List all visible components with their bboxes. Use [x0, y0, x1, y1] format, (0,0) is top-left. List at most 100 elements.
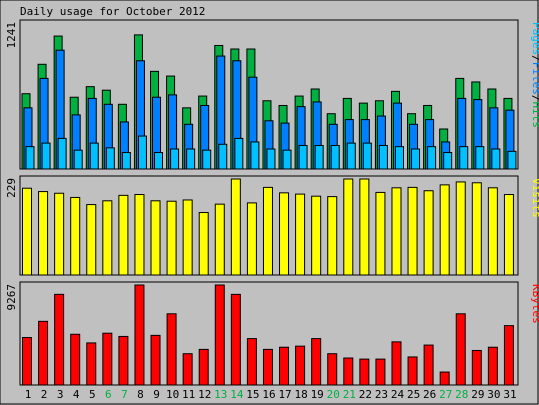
bar-kbytes: [327, 353, 338, 386]
bar-pages: [25, 146, 35, 170]
legend-pages-files-hits: Pages/Files/Hits: [530, 22, 539, 128]
x-tick-label: 28: [455, 388, 468, 401]
bar-visits: [279, 192, 290, 276]
x-tick-label: 8: [137, 388, 144, 401]
bar-visits: [343, 178, 354, 276]
bar-pages: [314, 144, 324, 170]
x-tick-label: 29: [471, 388, 484, 401]
x-tick-label: 10: [166, 388, 179, 401]
bar-pages: [170, 148, 180, 170]
y-max-label: 1241: [5, 22, 18, 49]
x-tick-label: 31: [503, 388, 516, 401]
bar-pages: [443, 152, 453, 170]
bar-kbytes: [134, 284, 145, 386]
x-tick-label: 20: [327, 388, 340, 401]
bar-visits: [375, 191, 386, 276]
bar-kbytes: [439, 371, 450, 386]
legend-entry: KBytes: [530, 284, 539, 324]
bar-pages: [154, 152, 164, 170]
bar-kbytes: [375, 358, 386, 386]
bar-kbytes: [503, 325, 514, 386]
x-tick-label: 24: [391, 388, 405, 401]
x-tick-label: 22: [359, 388, 372, 401]
bar-kbytes: [86, 342, 97, 386]
bar-kbytes: [102, 332, 113, 386]
legend-entry: Visits: [530, 178, 539, 218]
bar-pages: [362, 142, 372, 170]
bar-visits: [295, 193, 306, 276]
bar-kbytes: [38, 320, 49, 386]
bar-visits: [118, 194, 129, 276]
x-tick-label: 6: [105, 388, 112, 401]
x-tick-label: 21: [343, 388, 356, 401]
bar-visits: [22, 187, 32, 276]
bar-kbytes: [182, 353, 193, 386]
bar-kbytes: [359, 358, 370, 386]
bar-kbytes: [246, 338, 257, 386]
x-tick-label: 25: [407, 388, 420, 401]
bar-kbytes: [487, 346, 498, 386]
bar-kbytes: [295, 345, 306, 386]
bar-pages: [266, 148, 276, 170]
x-tick-label: 17: [278, 388, 291, 401]
x-tick-label: 4: [73, 388, 80, 401]
bar-visits: [503, 194, 514, 276]
bar-pages: [137, 135, 147, 170]
bar-visits: [38, 191, 49, 276]
x-tick-label: 2: [41, 388, 48, 401]
bar-pages: [394, 146, 404, 170]
bar-pages: [105, 147, 115, 170]
bar-visits: [359, 178, 370, 276]
bar-visits: [214, 203, 225, 276]
bar-pages: [491, 148, 501, 170]
bar-visits: [150, 200, 161, 276]
bar-visits: [54, 192, 65, 276]
bar-visits: [246, 202, 257, 276]
bar-pages: [73, 149, 83, 170]
legend-entry: /: [530, 55, 539, 62]
bar-pages: [41, 142, 51, 170]
bar-pages: [507, 150, 517, 170]
x-tick-label: 16: [262, 388, 275, 401]
bar-visits: [102, 200, 113, 276]
bar-visits: [86, 204, 97, 276]
bar-kbytes: [391, 341, 402, 386]
bar-kbytes: [118, 335, 129, 386]
bar-visits: [423, 190, 434, 276]
x-tick-label: 30: [487, 388, 500, 401]
bar-kbytes: [198, 348, 209, 386]
bar-kbytes: [214, 284, 225, 386]
legend-visits: Visits: [530, 178, 539, 218]
bar-pages: [330, 144, 340, 170]
bar-kbytes: [423, 344, 434, 386]
bar-pages: [378, 144, 388, 170]
bar-visits: [198, 212, 209, 276]
bar-pages: [202, 149, 212, 170]
panel-pages-files-hits: 1241 Pages/Files/Hits: [5, 19, 539, 170]
bar-kbytes: [54, 293, 65, 386]
bars-visits: [22, 178, 514, 276]
bar-kbytes: [70, 333, 81, 386]
x-axis-labels: 1 2 3 4 5 6 7 8 9 10 11 12 13 14 15 16 17 18 19 20 21 22 23 24 2…: [25, 388, 517, 401]
x-tick-label: 19: [311, 388, 324, 401]
bar-pages: [186, 148, 196, 170]
bar-visits: [391, 187, 402, 276]
x-tick-label: 1: [25, 388, 32, 401]
legend-kbytes: KBytes: [530, 284, 539, 324]
bar-visits: [407, 186, 418, 276]
bar-kbytes: [22, 337, 32, 386]
y-max-label: 9267: [5, 284, 18, 311]
bar-visits: [182, 199, 193, 276]
bar-pages: [427, 146, 437, 170]
bar-kbytes: [166, 313, 177, 386]
bar-pages: [218, 143, 228, 170]
x-tick-label: 18: [295, 388, 308, 401]
bar-pages: [475, 146, 485, 170]
bar-pages: [89, 142, 99, 170]
bar-pages: [298, 144, 308, 170]
x-tick-label: 14: [230, 388, 244, 401]
x-tick-label: 11: [182, 388, 195, 401]
bar-visits: [230, 178, 241, 276]
